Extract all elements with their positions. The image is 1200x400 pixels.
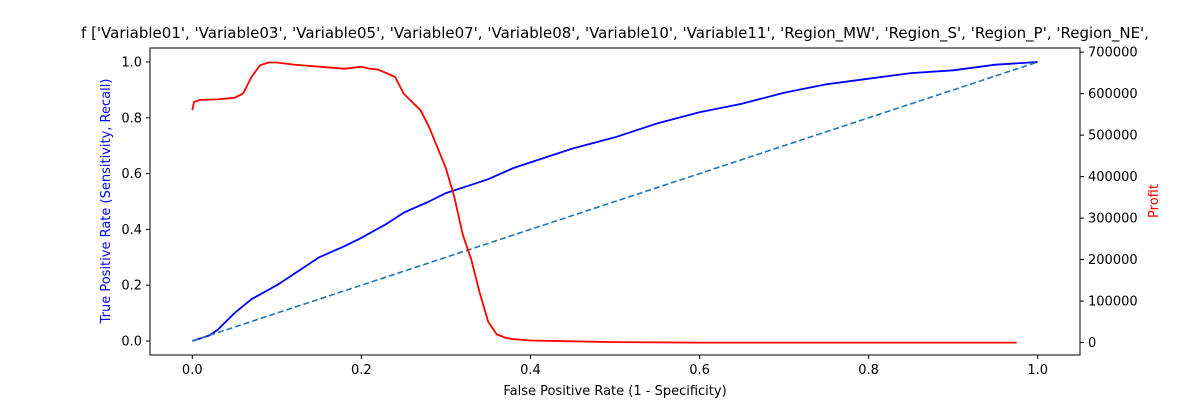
profit-curve-line xyxy=(191,61,1017,344)
y-axis-right-label: Profit xyxy=(1147,184,1162,218)
y-right-tick-label: 0 xyxy=(1088,336,1096,351)
series-layer xyxy=(191,61,1038,344)
x-tick-label: 0.2 xyxy=(351,363,372,378)
chance-diagonal-line xyxy=(192,61,1038,342)
y-right-tick-label: 600000 xyxy=(1088,87,1138,102)
x-tick-label: 1.0 xyxy=(1027,363,1048,378)
x-tick-label: 0.6 xyxy=(689,363,710,378)
y-right-tick-label: 700000 xyxy=(1088,46,1138,61)
x-tick-label: 0.0 xyxy=(182,363,203,378)
ticks-layer: 0.0 0.2 0.4 0.6 0.8 1.0 0.0 0.2 0.4 0.6 0.8 1.0 0 100… xyxy=(121,46,1137,378)
y-axis-left-label: True Positive Rate (Sensitivity, Recall) xyxy=(99,79,114,325)
chart-title: f ['Variable01', 'Variable03', 'Variable… xyxy=(81,24,1149,43)
y-left-tick-label: 0.2 xyxy=(121,279,142,294)
y-left-tick-label: 0.0 xyxy=(121,335,142,350)
y-left-tick-label: 0.4 xyxy=(121,223,142,238)
y-right-tick-label: 200000 xyxy=(1088,253,1138,268)
roc-curve-line xyxy=(192,61,1038,342)
y-left-tick-label: 0.8 xyxy=(121,111,142,126)
y-right-tick-label: 400000 xyxy=(1088,170,1138,185)
x-axis-label: False Positive Rate (1 - Specificity) xyxy=(503,384,726,399)
y-right-tick-label: 500000 xyxy=(1088,129,1138,144)
y-left-tick-label: 0.6 xyxy=(121,167,142,182)
x-tick-label: 0.8 xyxy=(858,363,879,378)
y-right-tick-label: 300000 xyxy=(1088,212,1138,227)
y-right-tick-label: 100000 xyxy=(1088,295,1138,310)
y-left-tick-label: 1.0 xyxy=(121,55,142,70)
x-tick-label: 0.4 xyxy=(520,363,541,378)
